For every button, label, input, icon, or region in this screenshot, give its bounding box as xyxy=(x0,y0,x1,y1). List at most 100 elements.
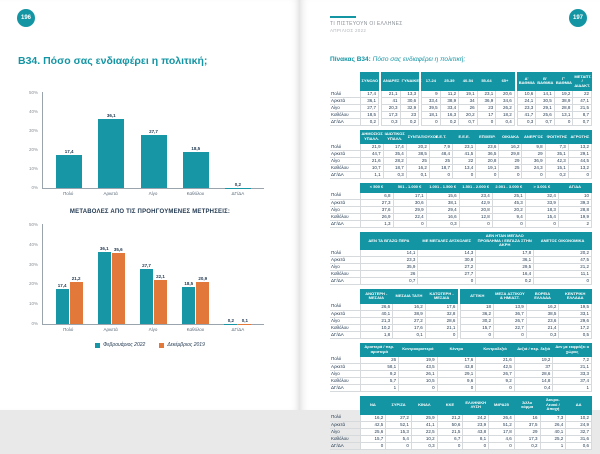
table-row: Αρκετά 36,1 41 30,6 33,4 38,9 34 36,9 34,6 24,1 30… xyxy=(330,96,592,105)
value-cell: 0,3 xyxy=(425,219,460,228)
bar-value-label: 0,2 xyxy=(234,181,242,187)
value-cell: 0,7 xyxy=(458,117,478,126)
page-right: ΤΙ ΠΙΣΤΕΥΟΥΝ ΟΙ ΕΛΛΗΝΕΣ ΑΠΡΙΛΙΟΣ 2022 19… xyxy=(300,0,600,450)
header-row: Αριστερά / περ. αριστερά Κεντροαριστερά Κέ… xyxy=(330,342,592,357)
value-cell: 7,3 xyxy=(544,142,569,151)
value-cell: 33,1 xyxy=(558,309,592,318)
value-cell: 23,1 xyxy=(452,142,477,151)
column-header: Γ' ΒΑΘΜΙΑ xyxy=(553,72,574,91)
row-label: Πολύ xyxy=(330,414,360,422)
value-cell: 13,4 xyxy=(452,163,477,172)
column-header: ΦΟΙΤΗΤΗΣ xyxy=(544,129,569,144)
value-cell: 20,2 xyxy=(405,142,430,151)
bar-wrap: 36,1 xyxy=(98,113,125,188)
value-cell: 0,1 xyxy=(392,330,426,339)
value-cell: 11,2 xyxy=(439,89,460,98)
x-tick-label: Καθόλου xyxy=(186,191,205,196)
value-cell: 11,1 xyxy=(533,270,592,279)
column-header: ΝΔ xyxy=(359,395,387,415)
column-header: ΜΕΤΑΠΤ. / ΔΙΔΑΚΤ. xyxy=(572,72,592,91)
x-tick-label: ΔΓ/ΔΑ xyxy=(231,327,245,332)
value-cell: 14,3 xyxy=(417,249,477,258)
corner-cell xyxy=(330,396,360,414)
table-row: Πολύ 26 19,9 17,6 21,6 19,2 7,2 xyxy=(330,355,592,364)
bars-row: 17,4 21,2 36,1 35,6 27,7 22,1 18,5 20,9 0,2 0,1 xyxy=(43,224,264,324)
value-cell: 29 xyxy=(521,149,546,158)
value-cell: 1 xyxy=(359,383,400,392)
value-cell: 16,3 xyxy=(439,110,460,119)
corner-cell xyxy=(330,130,360,143)
row-label: Αρκετά xyxy=(330,97,360,105)
value-cell: 15,3 xyxy=(385,427,412,436)
column-header: ΜΕΣΑΙΑ ΤΑΞΗ xyxy=(392,289,426,304)
value-cell: 29,4 xyxy=(425,205,460,214)
value-cell: 22,4 xyxy=(392,212,427,221)
value-cell: 25,1 xyxy=(491,191,526,200)
table-row: Καθόλου 5,7 10,5 9,6 9,2 14,8 37,4 xyxy=(330,376,592,385)
row-label: Καθόλου xyxy=(330,164,360,172)
row-label: Λίγο xyxy=(330,206,360,214)
value-cell: 21,3 xyxy=(359,316,394,325)
crosstab-tables: ΣΥΝΟΛΟ ΑΝΔΡΕΣ ΓΥΝΑΙΚΕΣ 17-24 25-39 40-54 55-64… xyxy=(330,72,593,454)
value-cell: 35,9 xyxy=(359,263,419,272)
column-header: ΣΥΡΙΖΑ xyxy=(385,395,412,415)
table-row: Λίγο 35,9 27,2 29,5 21,2 xyxy=(330,263,592,272)
value-cell: 24,1 xyxy=(516,96,537,105)
bar xyxy=(224,187,251,188)
value-cell: 0 xyxy=(491,219,526,228)
corner-cell xyxy=(330,343,360,356)
value-cell: 27,7 xyxy=(417,270,477,279)
value-cell: 16,2 xyxy=(498,142,523,151)
value-cell: 21,5 xyxy=(436,427,464,436)
value-cell: 36,1 xyxy=(359,96,380,105)
value-cell: 42,5 xyxy=(475,362,515,371)
value-cell: 0,7 xyxy=(359,277,419,286)
value-cell: 21,9 xyxy=(359,142,384,151)
report-date: ΑΠΡΙΛΙΟΣ 2022 xyxy=(330,28,367,33)
value-cell: 29,6 xyxy=(558,316,592,325)
column-header: ΑΝΕΤΟΣ ΟΙΚΟΝΟΜΙΚΑ xyxy=(533,231,592,251)
value-cell: 38,5 xyxy=(405,149,430,158)
value-cell: 19,9 xyxy=(398,355,438,364)
value-cell: 28,8 xyxy=(553,103,574,112)
row-label: ΔΓ/ΔΑ xyxy=(330,277,360,286)
row-label: Καθόλου xyxy=(330,377,360,385)
value-cell: 51,2 xyxy=(488,420,515,429)
column-header: 501 - 1.000 € xyxy=(392,182,427,193)
data-table-party-vote: ΝΔ ΣΥΡΙΖΑ ΚΙΝΑΛ ΚΚΕ ΕΛΛΗΝΙΚΗ ΛΥΣΗ ΜέΡΑ25 Άλλο … xyxy=(330,395,592,450)
value-cell: 0 xyxy=(428,170,454,179)
bar-value-label: 27,7 xyxy=(149,128,158,134)
value-cell: 27,2 xyxy=(392,316,426,325)
column-header: 40-54 xyxy=(458,72,478,91)
category-column: 27,7 22,1 xyxy=(132,224,174,324)
value-cell: 8,1 xyxy=(462,434,490,443)
bar-value-label: 17,4 xyxy=(64,148,74,154)
value-cell: 32,4 xyxy=(524,191,559,200)
value-cell: 16,2 xyxy=(359,413,387,422)
value-cell: 10,5 xyxy=(398,376,438,385)
chart-legend: Φεβρουάριος 2022 Δεκέμβριος 2019 xyxy=(0,342,300,348)
value-cell: 6,8 xyxy=(359,191,394,200)
value-cell: 37 xyxy=(513,362,554,371)
value-cell: 0 xyxy=(476,117,497,126)
row-label: ΔΓ/ΔΑ xyxy=(330,118,360,126)
row-label: Αρκετά xyxy=(330,363,360,371)
category-column: 17,4 21,2 xyxy=(48,224,90,324)
value-cell: 21,2 xyxy=(533,263,592,272)
bar-value-label: 27,7 xyxy=(142,262,151,268)
column-header: Κεντροδεξιά xyxy=(475,342,515,357)
plot-area: 17,4 36,1 27,7 18,5 0,2 xyxy=(42,92,264,189)
value-cell: 0 xyxy=(524,219,559,228)
value-cell: 24,2 xyxy=(462,413,490,422)
value-cell: 30,8 xyxy=(417,256,477,265)
value-cell: 21,4 xyxy=(525,323,560,332)
value-cell: 26,7 xyxy=(475,369,515,378)
value-cell: 48,4 xyxy=(428,149,454,158)
value-cell: 21,1 xyxy=(424,323,459,332)
table-row: Λίγο 21,6 28,2 25 25 22 20,8 29 36,9 42,3 44,5 xyxy=(330,156,593,165)
column-header: ΑΝΕΡΓΟΣ xyxy=(521,129,546,144)
value-cell: 14,8 xyxy=(513,376,554,385)
column-header: ΑΝΩΤΕΡΗ - ΜΕΣΑΙΑ xyxy=(359,289,394,304)
value-cell: 9,4 xyxy=(491,212,526,221)
value-cell: 0 xyxy=(460,330,495,339)
